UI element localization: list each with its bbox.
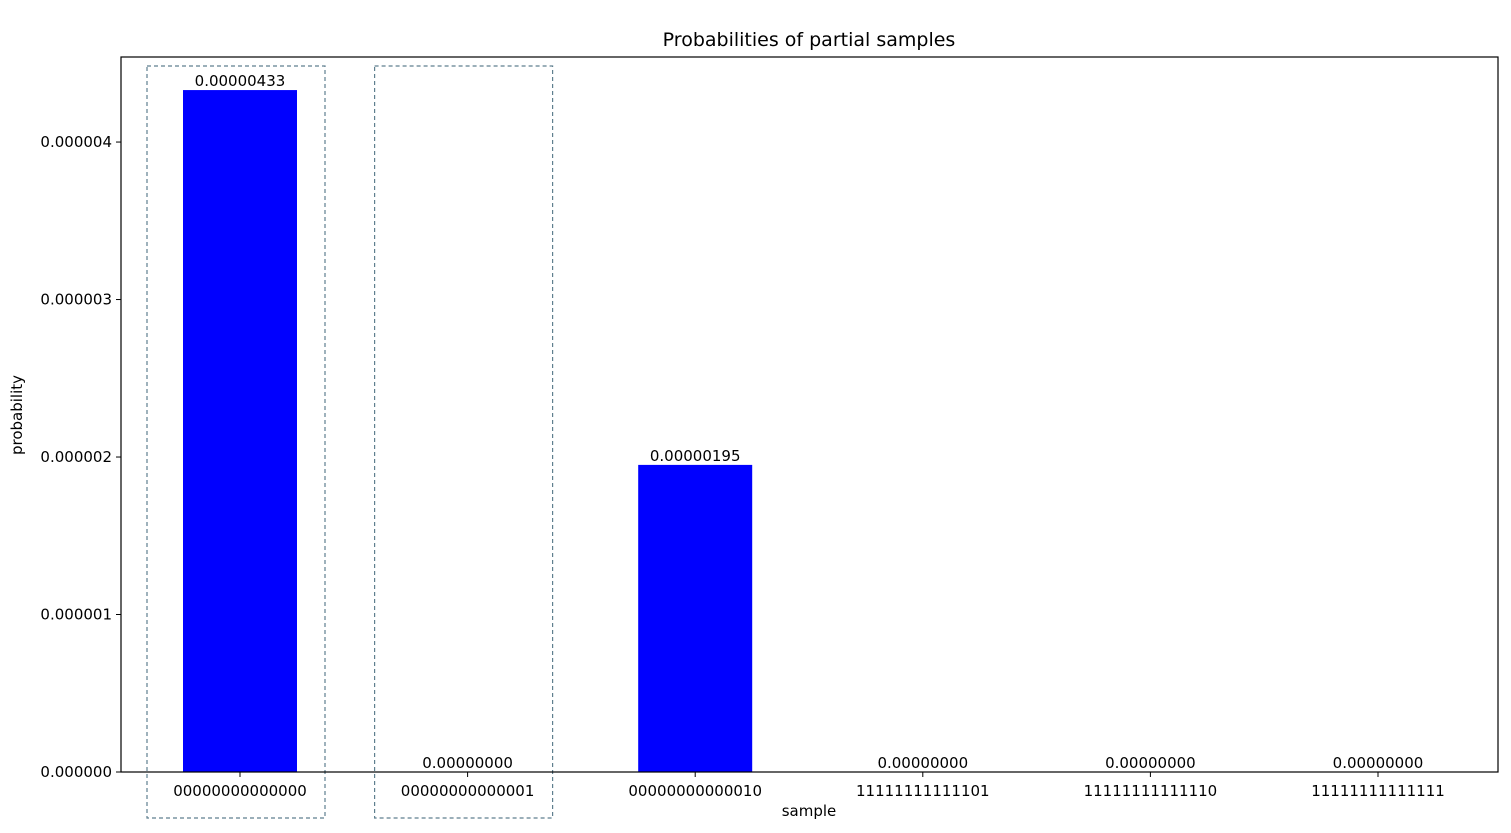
plot-frame xyxy=(120,56,1499,773)
highlight-boxes xyxy=(146,65,554,819)
bar-value-label: 0.00000000 xyxy=(1105,754,1196,772)
x-tick-label: 00000000000010 xyxy=(628,782,762,800)
x-tick-label: 11111111111101 xyxy=(856,782,990,800)
y-tick-label: 0.000003 xyxy=(40,291,112,309)
highlight-box xyxy=(374,65,554,819)
bar-value-label: 0.00000433 xyxy=(195,72,286,90)
x-tick-label: 00000000000000 xyxy=(173,782,307,800)
y-axis-ticks: 0.000000 0.000001 0.000002 0.000003 0.000004 xyxy=(40,133,121,781)
y-tick-label: 0.000001 xyxy=(40,606,112,624)
data-labels: 0.00000433 0.00000000 0.00000195 0.00000000… xyxy=(195,72,1424,772)
bar-value-label: 0.00000000 xyxy=(422,754,513,772)
x-axis-ticks: 00000000000000 00000000000001 000000000000… xyxy=(173,772,1445,800)
y-axis-label: probability xyxy=(8,375,26,455)
y-tick-label: 0.000002 xyxy=(40,448,112,466)
x-tick-label: 11111111111110 xyxy=(1084,782,1218,800)
bars xyxy=(183,90,753,772)
x-tick-label: 00000000000001 xyxy=(401,782,535,800)
bar-value-label: 0.00000000 xyxy=(877,754,968,772)
y-tick-label: 0.000000 xyxy=(40,763,112,781)
chart-title: Probabilities of partial samples xyxy=(663,29,956,51)
y-tick-label: 0.000004 xyxy=(40,133,112,151)
bar-value-label: 0.00000195 xyxy=(650,447,741,465)
bar-value-label: 0.00000000 xyxy=(1333,754,1424,772)
bar xyxy=(183,90,297,772)
x-axis-label: sample xyxy=(782,802,837,820)
x-tick-label: 11111111111111 xyxy=(1311,782,1445,800)
bar xyxy=(638,464,753,772)
highlight-box xyxy=(146,65,326,819)
